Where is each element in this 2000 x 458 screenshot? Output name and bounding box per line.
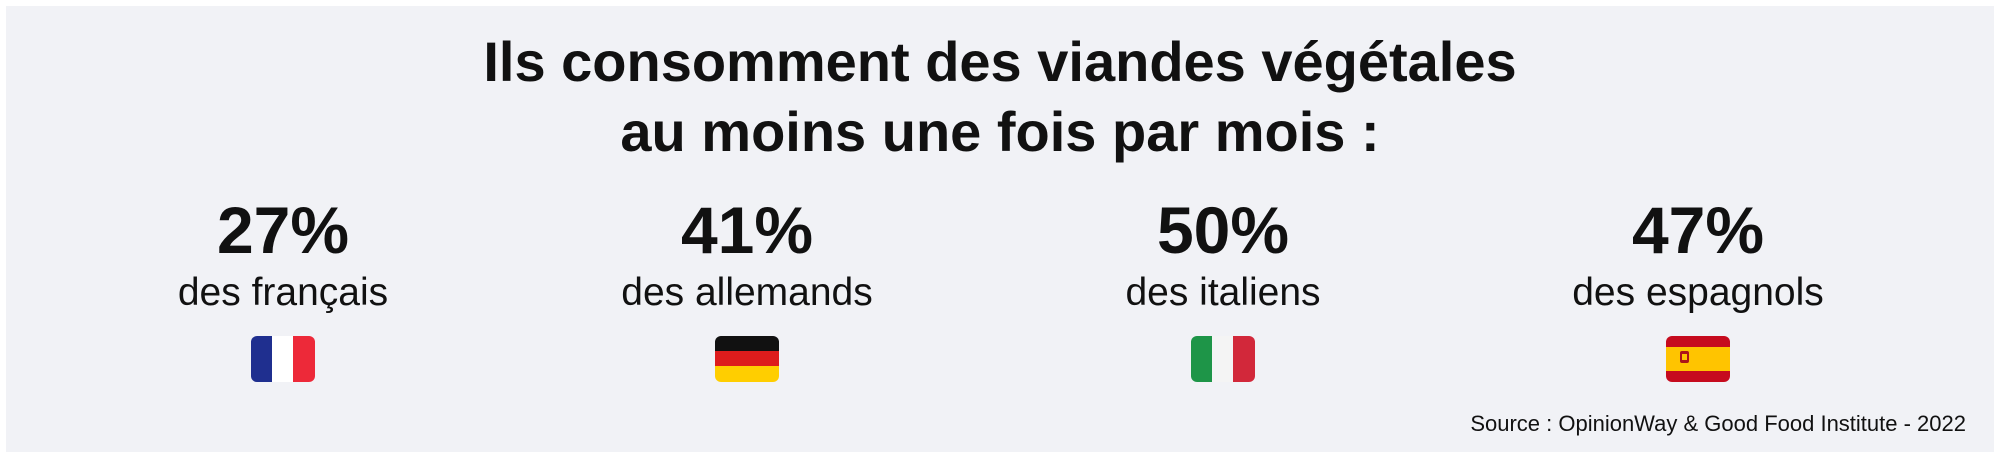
- stat: 47% des espagnols: [1468, 194, 1928, 382]
- stat-value: 50%: [1156, 193, 1290, 267]
- stat-label: des français: [177, 271, 389, 314]
- stat: 41% des allemands: [517, 194, 977, 382]
- stat: 50% des italiens: [993, 194, 1453, 382]
- title-line: au moins une fois par mois :: [620, 100, 1380, 163]
- flag-italy: [1191, 336, 1255, 382]
- flag-france: [251, 336, 315, 382]
- stat-label: des allemands: [621, 271, 873, 314]
- panel: [6, 6, 1994, 452]
- title-line: Ils consomment des viandes végétales: [483, 30, 1517, 93]
- flag-spain: [1666, 336, 1730, 382]
- stat-value: 47%: [1631, 193, 1765, 267]
- stat: 27% des français: [53, 194, 513, 382]
- stat-label: des espagnols: [1572, 271, 1824, 314]
- stat-value: 41%: [680, 193, 814, 267]
- stat-value: 27%: [216, 193, 350, 267]
- stat-label: des italiens: [1125, 271, 1321, 314]
- source: Source : OpinionWay & Good Food Institut…: [1470, 411, 1966, 436]
- flag-germany: [715, 336, 779, 382]
